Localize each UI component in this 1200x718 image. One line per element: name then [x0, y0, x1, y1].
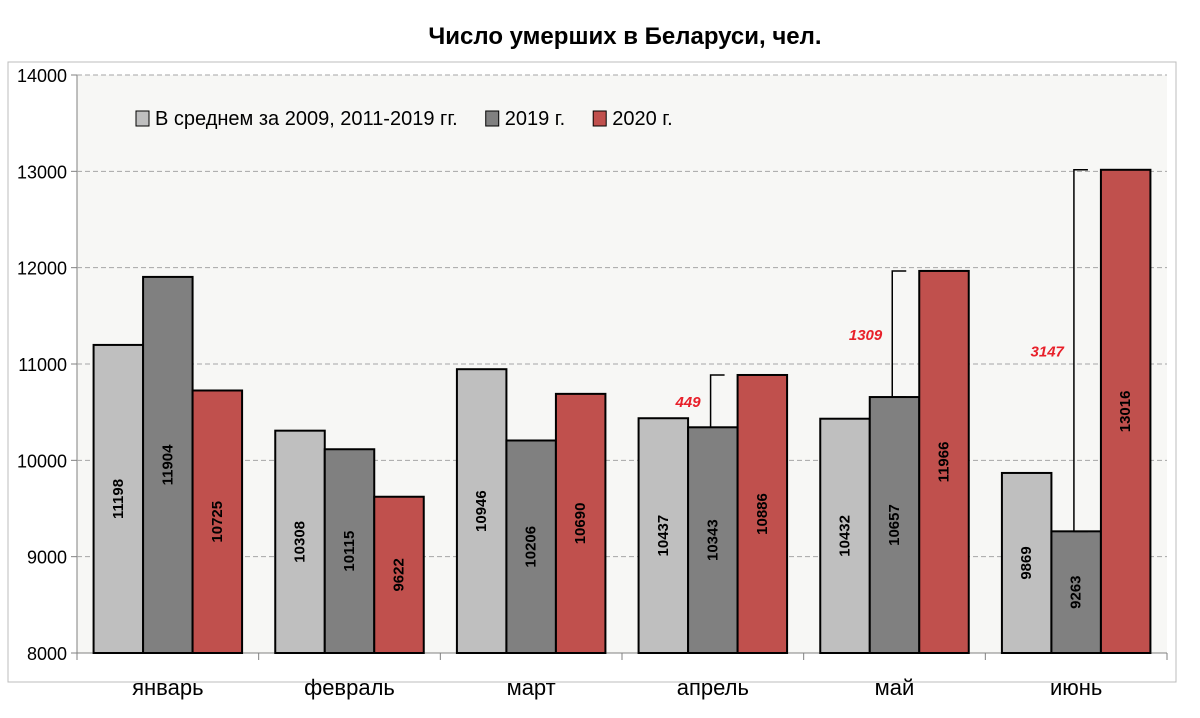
bar-value-label: 9622	[391, 558, 408, 591]
difference-label: 3147	[1031, 344, 1065, 361]
bar	[505, 439, 557, 655]
bar	[373, 495, 425, 655]
bar	[554, 392, 607, 654]
bar-value-label: 10432	[837, 515, 854, 557]
y-tick-label: 12000	[17, 259, 67, 279]
bar	[819, 417, 871, 655]
bar-value-label: 10946	[473, 490, 490, 532]
bar-value-label: 10657	[886, 504, 903, 546]
y-tick-label: 11000	[18, 355, 67, 375]
chart-title: Число умерших в Беларуси, чел.	[428, 23, 821, 50]
bar-value-label: 11198	[110, 479, 127, 519]
bar-value-label: 10308	[292, 521, 309, 563]
legend-label: В среднем за 2009, 2011-2019 гг.	[155, 108, 458, 130]
bar	[736, 373, 789, 654]
category-label: январь	[132, 675, 203, 700]
legend: В среднем за 2009, 2011-2019 гг. 2019 г. 2…	[135, 108, 673, 130]
y-tick-label: 14000	[17, 66, 67, 86]
bar	[637, 417, 690, 654]
y-tick-label: 8000	[27, 644, 67, 664]
y-tick-label: 9000	[27, 548, 67, 568]
bar-value-label: 9263	[1068, 575, 1085, 608]
category-label: июнь	[1050, 675, 1102, 700]
difference-bracket	[709, 374, 725, 429]
bar-value-label: 10437	[655, 515, 672, 557]
grid-lines	[77, 74, 1167, 558]
legend-label: 2019 г.	[505, 108, 565, 130]
bar	[1099, 168, 1152, 655]
bars: 11198 11904 10725 10308 10115 9622 10946 10206 1…	[92, 168, 1152, 655]
bar-value-label: 9869	[1018, 546, 1035, 579]
difference-bracket	[1073, 169, 1088, 533]
bar	[687, 426, 739, 654]
bar	[92, 343, 145, 654]
category-label: март	[507, 675, 556, 700]
legend-label: 2020 г.	[612, 108, 672, 130]
bar-value-label: 10115	[341, 531, 358, 572]
bar	[455, 368, 508, 654]
bar	[191, 389, 244, 654]
bar-value-label: 13016	[1117, 391, 1134, 433]
bar-value-label: 11904	[159, 444, 176, 486]
bar	[142, 275, 194, 654]
bar-value-label: 10206	[523, 526, 540, 568]
bar-value-label: 10886	[754, 493, 771, 535]
category-label: февраль	[304, 675, 395, 700]
y-tick-label: 13000	[17, 162, 67, 182]
x-axis-categories: январь февраль март апрель май июнь	[76, 653, 1168, 700]
category-label: апрель	[677, 675, 749, 700]
legend-swatch	[592, 110, 607, 127]
bar	[868, 396, 921, 654]
bar-value-label: 10690	[572, 503, 589, 545]
bar	[918, 269, 970, 654]
y-tick-label: 10000	[17, 451, 67, 471]
difference-label: 449	[675, 394, 702, 411]
difference-label: 1309	[849, 327, 883, 344]
category-label: май	[875, 675, 915, 700]
legend-swatch	[485, 110, 500, 127]
legend-swatch	[135, 110, 150, 127]
outer-frame	[7, 61, 1177, 683]
bar-value-label: 10725	[209, 501, 226, 543]
bar-value-label: 10343	[704, 519, 721, 561]
bar	[1050, 530, 1102, 654]
annotations: 449 1309 3147	[675, 169, 1088, 533]
bar-value-label: 11966	[936, 442, 953, 483]
difference-bracket	[891, 270, 907, 398]
y-axis-ticks: 8000 9000 10000 11000 12000 13000 14000	[17, 66, 77, 664]
